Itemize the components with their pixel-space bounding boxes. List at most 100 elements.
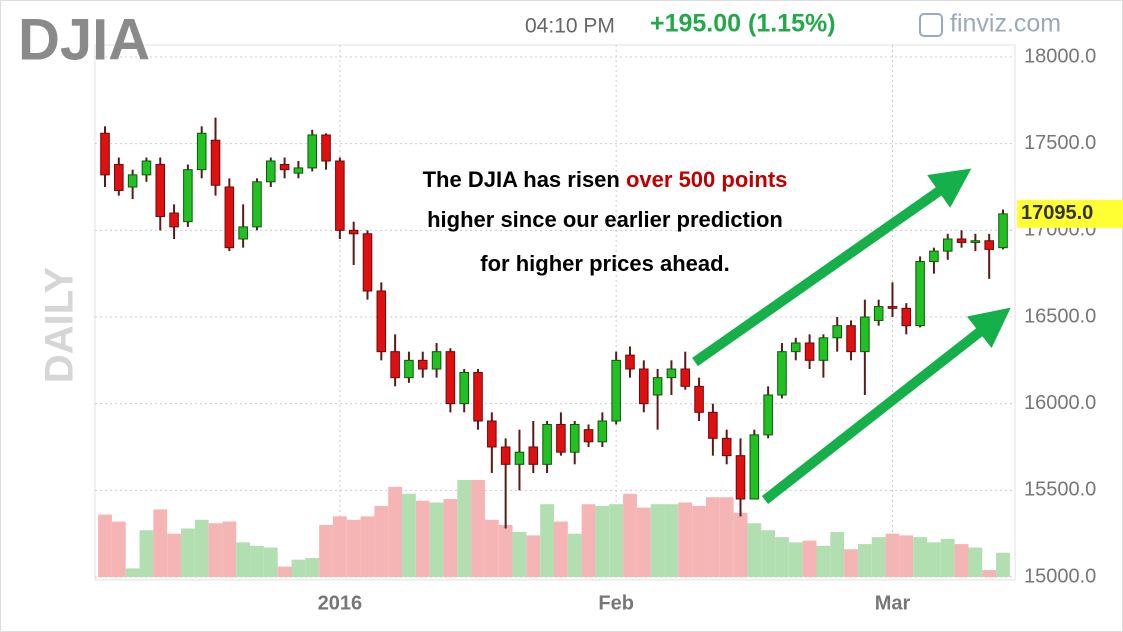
candle-body xyxy=(666,368,677,379)
volume-bar xyxy=(733,512,748,577)
candle-body xyxy=(998,213,1008,249)
annotation-highlight: over 500 points xyxy=(626,167,787,192)
candle-body xyxy=(362,233,373,292)
candle-body xyxy=(763,394,773,436)
volume-bar xyxy=(153,509,168,577)
volume-bar xyxy=(125,568,140,577)
annotation-text: for higher prices ahead. xyxy=(480,251,729,276)
candle-body xyxy=(694,385,704,413)
candle-body xyxy=(376,290,387,353)
annotation-text: higher since our earlier prediction xyxy=(427,207,783,232)
volume-bar xyxy=(319,525,333,577)
candle-body xyxy=(749,434,760,500)
candle-body xyxy=(680,368,691,387)
volume-bar xyxy=(927,542,941,577)
candle-body xyxy=(597,420,608,443)
candle-body xyxy=(390,351,400,379)
candle-body xyxy=(735,455,746,500)
volume-bar xyxy=(940,538,955,577)
volume-bar xyxy=(581,504,596,577)
volume-bar xyxy=(761,530,776,577)
volume-bar xyxy=(111,521,126,577)
volume-bar xyxy=(139,530,154,577)
volume-bar xyxy=(484,519,499,577)
candle-body xyxy=(487,420,497,448)
volume-bar xyxy=(567,533,582,577)
volume-bar xyxy=(830,531,845,577)
volume-bar xyxy=(692,505,706,577)
y-tick-label: 15000.0 xyxy=(1024,565,1096,587)
candle-body xyxy=(873,306,884,321)
x-tick-label: Mar xyxy=(875,592,911,614)
volume-bar xyxy=(609,504,624,577)
candle-body xyxy=(127,174,138,188)
candle-body xyxy=(238,226,248,240)
volume-bar xyxy=(374,505,389,577)
volume-bar xyxy=(678,502,693,577)
volume-bar xyxy=(457,479,472,577)
time: 04:10 PM xyxy=(525,15,615,38)
candle-body xyxy=(279,163,290,171)
volume-bar xyxy=(899,535,914,577)
candle-body xyxy=(970,240,981,243)
volume-bar xyxy=(208,523,223,577)
annotation-text: The DJIA has risen xyxy=(423,167,626,192)
candle-body xyxy=(583,429,594,443)
candle-body xyxy=(514,451,525,465)
logo-icon xyxy=(919,13,943,37)
candle-body xyxy=(832,325,842,339)
volume-bar xyxy=(471,479,485,577)
candle-body xyxy=(183,169,193,223)
volume-bar xyxy=(885,533,900,577)
volume-bar xyxy=(194,519,209,577)
candle-body xyxy=(224,186,235,249)
candle-body xyxy=(335,160,345,231)
labels: 15000.015500.016000.016500.017000.017500… xyxy=(318,45,1123,614)
candle-body xyxy=(639,368,649,405)
candle-body xyxy=(804,342,815,361)
y-tick-label: 17500.0 xyxy=(1024,132,1096,154)
change: +195.00 (1.15%) xyxy=(650,10,836,38)
candle-body xyxy=(169,212,179,228)
volume-bar xyxy=(402,493,416,577)
last-price-label: 17095.0 xyxy=(1021,202,1093,224)
candle-body xyxy=(307,134,318,169)
volume-bar xyxy=(360,516,375,577)
candle-body xyxy=(887,306,898,309)
candle-body xyxy=(956,238,967,243)
volume-bar xyxy=(719,497,734,577)
volume-bar xyxy=(705,497,720,577)
candle-body xyxy=(528,446,539,465)
candle-body xyxy=(984,240,994,250)
candle-body xyxy=(818,337,829,361)
candle-body xyxy=(114,163,124,191)
candle-body xyxy=(915,261,925,327)
candle-body xyxy=(929,250,939,263)
y-tick-label: 16500.0 xyxy=(1024,305,1096,327)
candle-body xyxy=(901,307,912,327)
volume-bar xyxy=(540,504,554,577)
volume-bar xyxy=(512,531,527,577)
candle-body xyxy=(569,423,580,453)
candle-body xyxy=(100,132,110,176)
y-tick-label: 15500.0 xyxy=(1024,479,1096,501)
volume-bar xyxy=(747,523,762,577)
candle-body xyxy=(846,325,856,353)
volume-bar xyxy=(332,516,347,577)
volume-bar xyxy=(788,542,803,577)
volume-bar xyxy=(263,547,278,577)
candle-body xyxy=(348,229,359,235)
last-price-box xyxy=(1017,199,1123,228)
volume-bar xyxy=(857,544,872,577)
candle-body xyxy=(431,351,442,370)
volume-bar xyxy=(913,537,928,577)
candle-body xyxy=(721,437,732,457)
source: finviz.com xyxy=(950,10,1061,38)
volume-bar xyxy=(664,504,679,577)
candle-body xyxy=(542,423,552,465)
volume-bar xyxy=(180,528,195,577)
candle-body xyxy=(790,342,801,353)
volume-bar xyxy=(388,486,403,577)
candle-body xyxy=(196,132,207,171)
candle-body xyxy=(141,160,152,176)
